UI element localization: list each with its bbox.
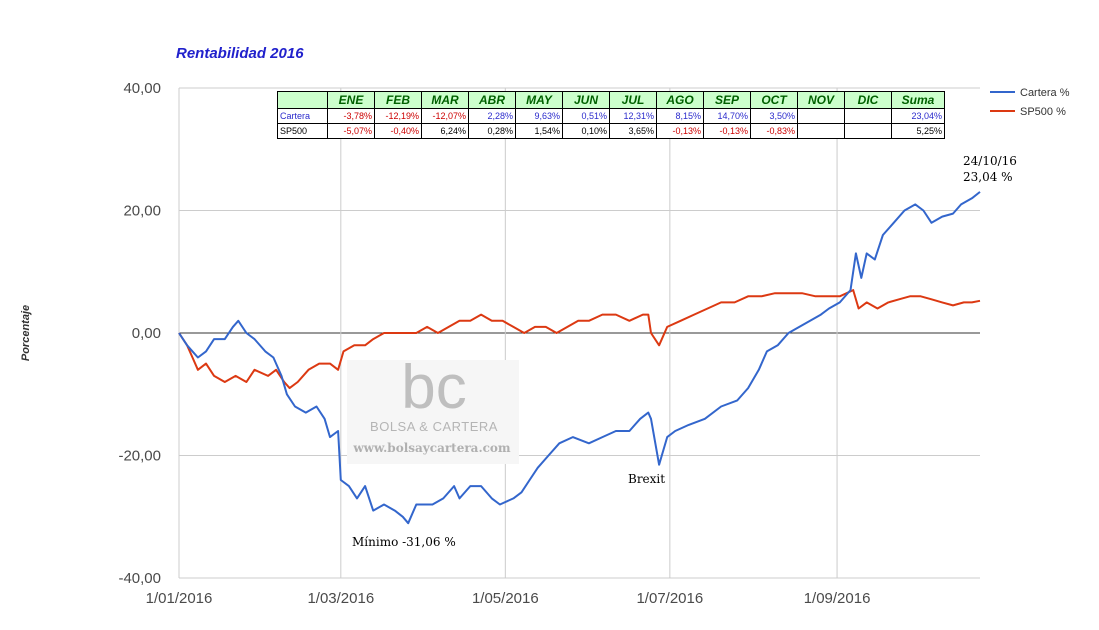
- x-axis-ticks: 1/01/2016 1/03/2016 1/05/2016 1/07/2016 1/09…: [146, 590, 871, 607]
- series-line-sp500: [178, 289, 981, 390]
- table-row-label: SP500: [277, 123, 328, 139]
- x-tick-label: 1/07/2016: [636, 590, 703, 607]
- y-tick-label: 20,00: [123, 203, 161, 220]
- table-header-cell: MAR: [421, 91, 469, 109]
- x-tick-label: 1/03/2016: [307, 590, 374, 607]
- x-tick-label: 1/05/2016: [472, 590, 539, 607]
- table-cell: 23,04%: [891, 108, 945, 124]
- table-cell: 3,50%: [750, 108, 798, 124]
- annotation-last-value: 23,04 %: [963, 170, 1013, 184]
- table-row: Cartera -3,78% -12,19% -12,07% 2,28% 9,63% 0,5…: [277, 108, 945, 124]
- table-cell: 0,10%: [562, 123, 610, 139]
- table-cell: 5,25%: [891, 123, 945, 139]
- table-header-cell: Suma: [891, 91, 945, 109]
- monthly-returns-table: ENE FEB MAR ABR MAY JUN JUL AGO SEP OCT NOV DIC Suma…: [277, 91, 945, 139]
- table-cell: 0,51%: [562, 108, 610, 124]
- table-cell: [844, 108, 892, 124]
- table-cell: -3,78%: [327, 108, 375, 124]
- table-cell: 9,63%: [515, 108, 563, 124]
- table-cell: -0,40%: [374, 123, 422, 139]
- legend: Cartera % SP500 %: [990, 87, 1070, 118]
- table-cell: 12,31%: [609, 108, 657, 124]
- table-header-cell: JUN: [562, 91, 610, 109]
- annotation-brexit: Brexit: [628, 472, 665, 486]
- table-header-cell: OCT: [750, 91, 798, 109]
- x-tick-label: 1/01/2016: [146, 590, 213, 607]
- table-cell: [797, 108, 845, 124]
- table-header-cell: ENE: [327, 91, 375, 109]
- table-cell: 6,24%: [421, 123, 469, 139]
- table-header-cell: ABR: [468, 91, 516, 109]
- watermark: bc BOLSA & CARTERA www.bolsaycartera.com: [347, 353, 519, 464]
- table-header-row: ENE FEB MAR ABR MAY JUN JUL AGO SEP OCT NOV DIC Suma: [277, 91, 945, 109]
- watermark-background: [347, 360, 519, 464]
- watermark-name: BOLSA & CARTERA: [370, 419, 498, 434]
- table-header-cell: NOV: [797, 91, 845, 109]
- annotation-last-date: 24/10/16: [963, 154, 1017, 168]
- table-header-cell: JUL: [609, 91, 657, 109]
- table-cell: 1,54%: [515, 123, 563, 139]
- chart-title: Rentabilidad 2016: [176, 45, 304, 62]
- legend-label-sp500: SP500 %: [1020, 106, 1066, 118]
- table-header-cell: FEB: [374, 91, 422, 109]
- y-tick-label: -20,00: [118, 448, 161, 465]
- table-row: SP500 -5,07% -0,40% 6,24% 0,28% 1,54% 0,10% 3,6…: [277, 123, 945, 139]
- table-cell: 0,28%: [468, 123, 516, 139]
- table-cell: -0,13%: [656, 123, 704, 139]
- x-tick-label: 1/09/2016: [804, 590, 871, 607]
- table-row-label: Cartera: [277, 108, 328, 124]
- series: [178, 191, 981, 525]
- watermark-logo: bc: [401, 353, 466, 422]
- table-cell: 8,15%: [656, 108, 704, 124]
- table-cell: -0,83%: [750, 123, 798, 139]
- y-tick-label: 0,00: [132, 325, 161, 342]
- y-axis-label: Porcentaje: [20, 305, 32, 361]
- table-cell: -12,19%: [374, 108, 422, 124]
- table-cell: [844, 123, 892, 139]
- y-axis-ticks: 40,00 20,00 0,00 -20,00 -40,00: [118, 80, 161, 587]
- table-corner: [277, 91, 328, 109]
- table-header-cell: MAY: [515, 91, 563, 109]
- table-cell: 3,65%: [609, 123, 657, 139]
- watermark-url: www.bolsaycartera.com: [352, 441, 511, 455]
- y-tick-label: 40,00: [123, 80, 161, 97]
- y-tick-label: -40,00: [118, 570, 161, 587]
- table-cell: 14,70%: [703, 108, 751, 124]
- annotation-minimum: Mínimo -31,06 %: [352, 535, 456, 549]
- annotations: Mínimo -31,06 % Brexit 24/10/16 23,04 %: [352, 154, 1017, 549]
- legend-item-sp500[interactable]: SP500 %: [990, 106, 1066, 118]
- table-header-cell: SEP: [703, 91, 751, 109]
- table-cell: -0,13%: [703, 123, 751, 139]
- grid: [178, 87, 980, 579]
- table-header-cell: AGO: [656, 91, 704, 109]
- series-line-cartera: [178, 191, 981, 525]
- table-cell: -12,07%: [421, 108, 469, 124]
- table-header-cell: DIC: [844, 91, 892, 109]
- table-cell: 2,28%: [468, 108, 516, 124]
- legend-label-cartera: Cartera %: [1020, 87, 1070, 99]
- legend-item-cartera[interactable]: Cartera %: [990, 87, 1070, 99]
- table-cell: [797, 123, 845, 139]
- table-cell: -5,07%: [327, 123, 375, 139]
